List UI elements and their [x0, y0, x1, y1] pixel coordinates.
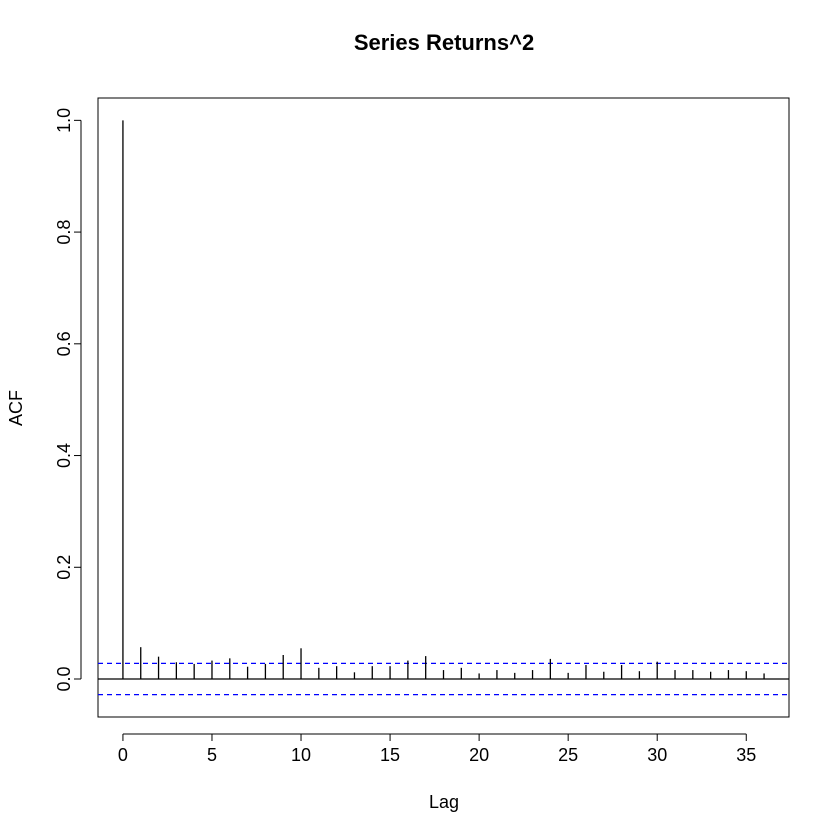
x-tick-label-35: 35 — [736, 745, 756, 765]
x-tick-label-25: 25 — [558, 745, 578, 765]
y-tick-label-5: 1.0 — [54, 108, 74, 133]
x-tick-label-30: 30 — [647, 745, 667, 765]
y-tick-label-3: 0.6 — [54, 331, 74, 356]
chart-title: Series Returns^2 — [354, 30, 534, 55]
x-tick-label-0: 0 — [118, 745, 128, 765]
x-tick-label-10: 10 — [291, 745, 311, 765]
x-tick-label-5: 5 — [207, 745, 217, 765]
plot-frame — [97, 97, 790, 718]
y-tick-label-0: 0.0 — [54, 666, 74, 691]
y-tick-label-4: 0.8 — [54, 220, 74, 245]
x-tick-label-20: 20 — [469, 745, 489, 765]
x-axis-label: Lag — [429, 792, 459, 812]
y-tick-label-1: 0.2 — [54, 555, 74, 580]
x-tick-label-15: 15 — [380, 745, 400, 765]
y-tick-label-2: 0.4 — [54, 443, 74, 468]
y-axis-label: ACF — [6, 390, 26, 426]
